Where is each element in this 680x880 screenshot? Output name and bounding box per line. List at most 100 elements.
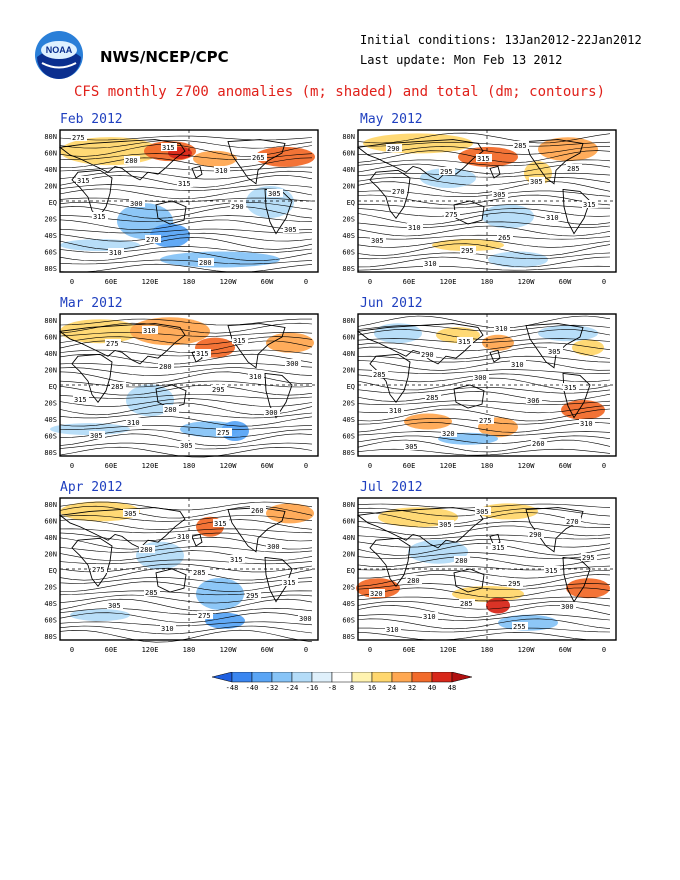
contour-line bbox=[59, 411, 313, 419]
contour-line bbox=[357, 190, 611, 197]
colorbar-swatch bbox=[391, 672, 413, 683]
contour-label: 305 bbox=[108, 602, 121, 610]
contour-label: 285 bbox=[460, 600, 473, 608]
contour-line bbox=[357, 234, 611, 240]
lon-tick-label: 180 bbox=[481, 646, 494, 654]
coastline bbox=[525, 139, 584, 185]
contour-line bbox=[357, 369, 611, 374]
colorbar-tick-label: -8 bbox=[328, 684, 336, 692]
contour-line bbox=[357, 194, 611, 206]
colorbar-swatch bbox=[271, 672, 293, 683]
lon-tick-label: 120W bbox=[518, 646, 536, 654]
lat-tick-label: 40S bbox=[342, 600, 355, 608]
contour-label: 280 bbox=[199, 259, 212, 267]
coastline bbox=[264, 556, 293, 603]
lat-tick-label: 40N bbox=[44, 166, 57, 174]
contour-label: 310 bbox=[109, 249, 122, 257]
contour-line bbox=[59, 380, 313, 388]
lon-tick-label: 60W bbox=[559, 646, 572, 654]
lon-tick-label: 0 bbox=[368, 278, 372, 286]
contour-line bbox=[357, 569, 611, 579]
anomaly-shade bbox=[478, 503, 538, 520]
contour-label: 275 bbox=[445, 211, 458, 219]
contour-label: 305 bbox=[530, 178, 543, 186]
contour-label: 285 bbox=[426, 394, 439, 402]
lat-tick-label: 40N bbox=[44, 350, 57, 358]
colorbar-swatch bbox=[351, 672, 373, 683]
lat-tick-label: 40N bbox=[44, 534, 57, 542]
contour-line bbox=[59, 398, 313, 407]
contour-line bbox=[357, 408, 611, 422]
lat-tick-label: 60S bbox=[342, 249, 355, 257]
anomaly-shade bbox=[374, 323, 422, 344]
contour-line bbox=[59, 550, 313, 561]
lat-tick-label: 20N bbox=[342, 551, 355, 559]
lat-tick-label: 60S bbox=[44, 433, 57, 441]
anomaly-shade bbox=[452, 585, 524, 602]
contour-label: 310 bbox=[511, 361, 524, 369]
contour-line bbox=[357, 565, 611, 571]
initial-conditions: Initial conditions: 13Jan2012-22Jan2012 bbox=[360, 33, 642, 47]
contour-line bbox=[59, 519, 313, 530]
lon-tick-label: 0 bbox=[70, 278, 74, 286]
coastline bbox=[191, 165, 203, 179]
contour-label: 280 bbox=[125, 157, 138, 165]
panel-label: Apr 2012 bbox=[60, 480, 123, 495]
lat-tick-label: 60N bbox=[44, 518, 57, 526]
contour-label: 300 bbox=[265, 409, 278, 417]
colorbar-swatch bbox=[211, 672, 233, 683]
contour-label: 315 bbox=[545, 567, 558, 575]
contour-label: 310 bbox=[423, 613, 436, 621]
lat-tick-label: 60N bbox=[342, 334, 355, 342]
anomaly-shade bbox=[404, 413, 452, 430]
lon-tick-label: 120E bbox=[142, 278, 159, 286]
contour-label: 295 bbox=[246, 592, 259, 600]
lat-tick-label: 60S bbox=[44, 249, 57, 257]
contour-label: 305 bbox=[476, 508, 489, 516]
contour-label: 295 bbox=[508, 580, 521, 588]
coastline bbox=[264, 372, 293, 419]
colorbar-swatch bbox=[411, 672, 433, 683]
contour-label: 310 bbox=[161, 625, 174, 633]
coastline bbox=[58, 139, 186, 181]
contour-line bbox=[59, 581, 313, 592]
contour-label: 300 bbox=[130, 200, 143, 208]
coastline bbox=[71, 537, 113, 588]
lat-tick-label: 20N bbox=[342, 367, 355, 375]
contour-line bbox=[59, 608, 313, 615]
contour-label: 310 bbox=[177, 533, 190, 541]
colorbar-tick-label: -48 bbox=[226, 684, 239, 692]
contour-line bbox=[59, 201, 313, 211]
contour-label: 280 bbox=[455, 557, 468, 565]
contour-line bbox=[357, 324, 611, 332]
contour-line bbox=[59, 336, 313, 345]
contour-line bbox=[59, 590, 313, 596]
contour-line bbox=[357, 212, 611, 225]
colorbar-swatch bbox=[371, 672, 393, 683]
contour-line bbox=[357, 243, 611, 256]
contour-line bbox=[357, 146, 611, 155]
contour-label: 275 bbox=[479, 417, 492, 425]
contour-label: 295 bbox=[582, 554, 595, 562]
lat-tick-label: 80N bbox=[44, 133, 57, 141]
contour-line bbox=[357, 252, 611, 260]
coastline bbox=[58, 323, 186, 365]
svg-text:NOAA: NOAA bbox=[46, 45, 73, 55]
lon-tick-label: 60W bbox=[261, 646, 274, 654]
contour-label: 310 bbox=[143, 327, 156, 335]
lat-tick-label: 80N bbox=[44, 317, 57, 325]
lon-tick-label: 0 bbox=[304, 278, 308, 286]
contour-label: 295 bbox=[212, 386, 225, 394]
lon-tick-label: 180 bbox=[481, 278, 494, 286]
contour-line bbox=[59, 197, 313, 203]
contour-label: 315 bbox=[458, 338, 471, 346]
contour-label: 285 bbox=[111, 383, 124, 391]
contour-label: 265 bbox=[252, 154, 265, 162]
colorbar-swatch bbox=[451, 672, 473, 683]
contour-line bbox=[59, 219, 313, 231]
contour-line bbox=[59, 598, 313, 612]
lat-tick-label: 80S bbox=[342, 633, 355, 641]
colorbar-tick-label: -32 bbox=[266, 684, 279, 692]
lat-tick-label: 40S bbox=[44, 416, 57, 424]
lat-tick-label: 20N bbox=[342, 183, 355, 191]
